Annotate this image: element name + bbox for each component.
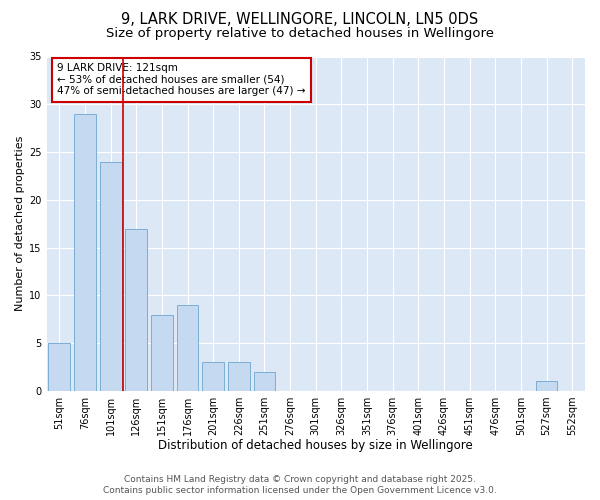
Bar [100,162,122,391]
Y-axis label: Number of detached properties: Number of detached properties [15,136,25,312]
Bar [151,314,173,391]
Text: Size of property relative to detached houses in Wellingore: Size of property relative to detached ho… [106,28,494,40]
Text: 9 LARK DRIVE: 121sqm
← 53% of detached houses are smaller (54)
47% of semi-detac: 9 LARK DRIVE: 121sqm ← 53% of detached h… [57,63,306,96]
Bar [536,382,557,391]
X-axis label: Distribution of detached houses by size in Wellingore: Distribution of detached houses by size … [158,440,473,452]
Bar [176,305,199,391]
Text: 9, LARK DRIVE, WELLINGORE, LINCOLN, LN5 0DS: 9, LARK DRIVE, WELLINGORE, LINCOLN, LN5 … [121,12,479,28]
Bar [202,362,224,391]
Text: Contains public sector information licensed under the Open Government Licence v3: Contains public sector information licen… [103,486,497,495]
Bar [254,372,275,391]
Bar [49,343,70,391]
Bar [228,362,250,391]
Bar [74,114,96,391]
Text: Contains HM Land Registry data © Crown copyright and database right 2025.: Contains HM Land Registry data © Crown c… [124,475,476,484]
Bar [125,228,147,391]
